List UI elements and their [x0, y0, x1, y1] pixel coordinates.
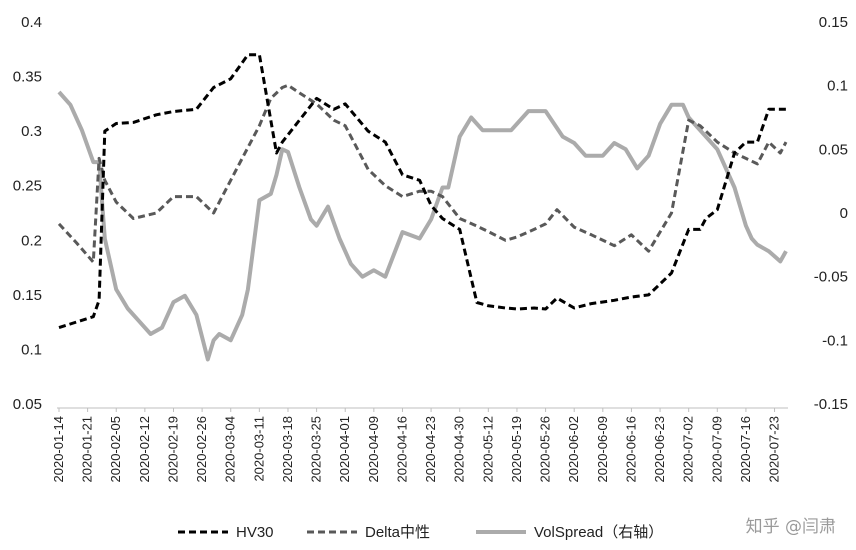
y2-tick-label: -0.1 [822, 332, 848, 349]
legend-label-0: HV30 [236, 524, 274, 541]
y-tick-label: 0.15 [13, 287, 42, 304]
x-tick-label: 2020-04-01 [337, 416, 352, 483]
y2-tick-label: 0.15 [819, 14, 848, 31]
y-tick-label: 0.3 [21, 123, 42, 140]
y2-tick-label: 0.05 [819, 141, 848, 158]
x-tick-label: 2020-06-16 [623, 416, 638, 483]
x-axis: 2020-01-14 2020-01-21 2020-02-05 2020-02-12… [51, 407, 788, 483]
x-tick-label: 2020-05-12 [480, 416, 495, 483]
x-tick-label: 2020-02-05 [108, 416, 123, 483]
y2-tick-label: 0 [840, 205, 848, 222]
x-tick-label: 2020-06-09 [595, 416, 610, 483]
y-tick-label: 0.1 [21, 341, 42, 358]
x-tick-label: 2020-07-16 [738, 416, 753, 483]
watermark-text: 知乎 @闫肃 [745, 517, 836, 537]
left-y-axis: 0.4 0.35 0.3 0.25 0.2 0.15 0.1 0.05 [13, 14, 42, 413]
x-tick-label: 2020-01-14 [51, 416, 66, 483]
x-tick-label: 2020-03-11 [251, 416, 266, 482]
x-tick-label: 2020-03-25 [309, 416, 324, 483]
x-tick-label: 2020-06-23 [652, 416, 667, 483]
x-tick-label: 2020-05-26 [538, 416, 553, 483]
y-tick-label: 0.05 [13, 396, 42, 413]
series-layer [57, 53, 788, 362]
series-line-2 [57, 90, 788, 362]
x-tick-label: 2020-02-19 [165, 416, 180, 483]
x-tick-label: 2020-03-04 [223, 416, 238, 483]
right-y-axis: 0.15 0.1 0.05 0 -0.05 -0.1 -0.15 [814, 14, 848, 413]
y-tick-label: 0.4 [21, 14, 42, 31]
legend-label-2: VolSpread（右轴） [534, 524, 663, 541]
x-tick-label: 2020-01-21 [80, 416, 95, 483]
x-tick-label: 2020-02-12 [137, 416, 152, 483]
legend-label-1: Delta中性 [365, 524, 430, 541]
x-tick-label: 2020-03-18 [280, 416, 295, 483]
y-tick-label: 0.35 [13, 69, 42, 86]
y2-tick-label: -0.05 [814, 269, 848, 286]
y2-tick-label: -0.15 [814, 396, 848, 413]
x-tick-label: 2020-04-23 [423, 416, 438, 483]
x-tick-label: 2020-07-09 [709, 416, 724, 483]
y-tick-label: 0.25 [13, 178, 42, 195]
x-tick-label: 2020-07-23 [767, 416, 782, 483]
series-line-0 [58, 53, 786, 330]
x-tick-label: 2020-04-09 [366, 416, 381, 483]
x-tick-label: 2020-06-02 [566, 416, 581, 483]
x-tick-label: 2020-05-19 [509, 416, 524, 483]
x-tick-label: 2020-04-30 [452, 416, 467, 483]
x-tick-label: 2020-04-16 [394, 416, 409, 483]
series-line-1 [57, 83, 788, 264]
x-tick-label: 2020-02-26 [194, 416, 209, 483]
x-tick-label: 2020-07-02 [681, 416, 696, 483]
legend: HV30 Delta中性 VolSpread（右轴） [178, 524, 663, 541]
y2-tick-label: 0.1 [827, 78, 848, 95]
y-tick-label: 0.2 [21, 232, 42, 249]
